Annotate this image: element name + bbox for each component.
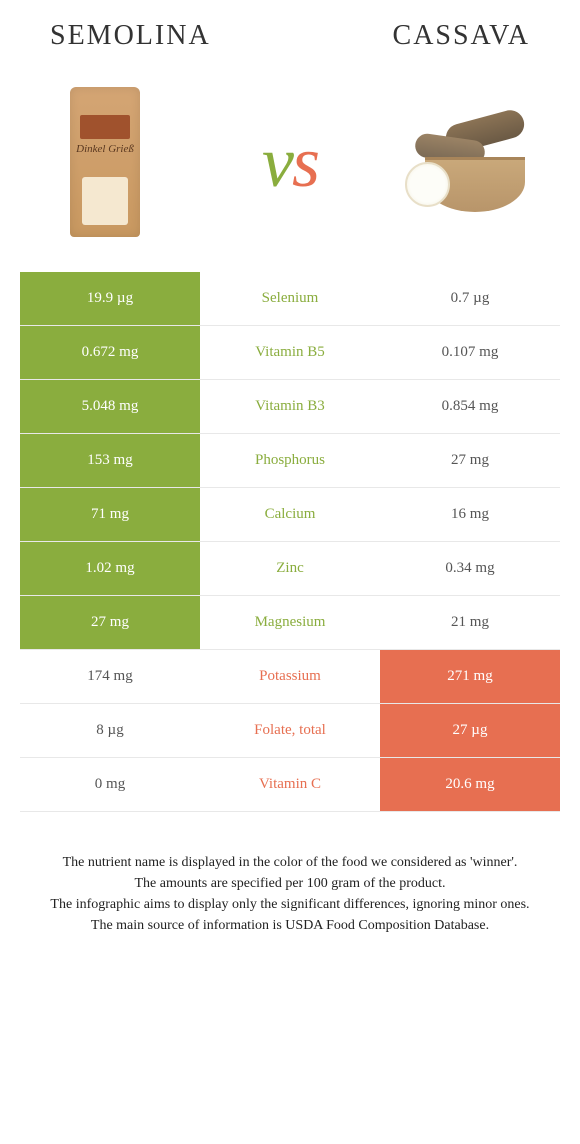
right-value-cell: 27 µg	[380, 704, 560, 757]
semolina-bag-icon	[70, 87, 140, 237]
footer-line-1: The nutrient name is displayed in the co…	[30, 852, 550, 873]
table-row: 0 mgVitamin C20.6 mg	[20, 758, 560, 812]
table-row: 19.9 µgSelenium0.7 µg	[20, 272, 560, 326]
nutrient-label-cell: Potassium	[200, 650, 380, 703]
nutrient-label-cell: Vitamin C	[200, 758, 380, 811]
vs-label: vs	[262, 121, 318, 204]
left-value-cell: 0.672 mg	[20, 326, 200, 379]
right-food-title: cassava	[393, 20, 530, 52]
nutrient-label-cell: Magnesium	[200, 596, 380, 649]
right-value-cell: 0.107 mg	[380, 326, 560, 379]
nutrient-label-cell: Phosphorus	[200, 434, 380, 487]
left-value-cell: 5.048 mg	[20, 380, 200, 433]
nutrient-label-cell: Zinc	[200, 542, 380, 595]
left-value-cell: 0 mg	[20, 758, 200, 811]
left-value-cell: 19.9 µg	[20, 272, 200, 325]
vs-v-letter: v	[262, 122, 292, 202]
left-value-cell: 71 mg	[20, 488, 200, 541]
table-row: 8 µgFolate, total27 µg	[20, 704, 560, 758]
left-value-cell: 8 µg	[20, 704, 200, 757]
footer-line-2: The amounts are specified per 100 gram o…	[30, 873, 550, 894]
table-row: 174 mgPotassium271 mg	[20, 650, 560, 704]
left-food-title: semolina	[50, 20, 211, 52]
right-value-cell: 0.34 mg	[380, 542, 560, 595]
footer-line-4: The main source of information is USDA F…	[30, 915, 550, 936]
right-value-cell: 0.854 mg	[380, 380, 560, 433]
header-row: semolina cassava	[0, 0, 580, 62]
nutrient-label-cell: Folate, total	[200, 704, 380, 757]
nutrient-comparison-table: 19.9 µgSelenium0.7 µg0.672 mgVitamin B50…	[20, 272, 560, 812]
right-value-cell: 16 mg	[380, 488, 560, 541]
right-value-cell: 21 mg	[380, 596, 560, 649]
image-row: vs	[0, 62, 580, 272]
footer-line-3: The infographic aims to display only the…	[30, 894, 550, 915]
left-value-cell: 153 mg	[20, 434, 200, 487]
table-row: 71 mgCalcium16 mg	[20, 488, 560, 542]
left-value-cell: 27 mg	[20, 596, 200, 649]
left-food-image	[30, 82, 180, 242]
right-value-cell: 271 mg	[380, 650, 560, 703]
nutrient-label-cell: Calcium	[200, 488, 380, 541]
cassava-basket-icon	[405, 112, 545, 212]
table-row: 1.02 mgZinc0.34 mg	[20, 542, 560, 596]
table-row: 5.048 mgVitamin B30.854 mg	[20, 380, 560, 434]
table-row: 0.672 mgVitamin B50.107 mg	[20, 326, 560, 380]
nutrient-label-cell: Vitamin B5	[200, 326, 380, 379]
table-row: 27 mgMagnesium21 mg	[20, 596, 560, 650]
left-value-cell: 1.02 mg	[20, 542, 200, 595]
left-value-cell: 174 mg	[20, 650, 200, 703]
right-food-image	[400, 82, 550, 242]
footer-notes: The nutrient name is displayed in the co…	[0, 812, 580, 956]
vs-s-letter: s	[292, 122, 318, 202]
right-value-cell: 20.6 mg	[380, 758, 560, 811]
nutrient-label-cell: Selenium	[200, 272, 380, 325]
nutrient-label-cell: Vitamin B3	[200, 380, 380, 433]
right-value-cell: 27 mg	[380, 434, 560, 487]
table-row: 153 mgPhosphorus27 mg	[20, 434, 560, 488]
right-value-cell: 0.7 µg	[380, 272, 560, 325]
